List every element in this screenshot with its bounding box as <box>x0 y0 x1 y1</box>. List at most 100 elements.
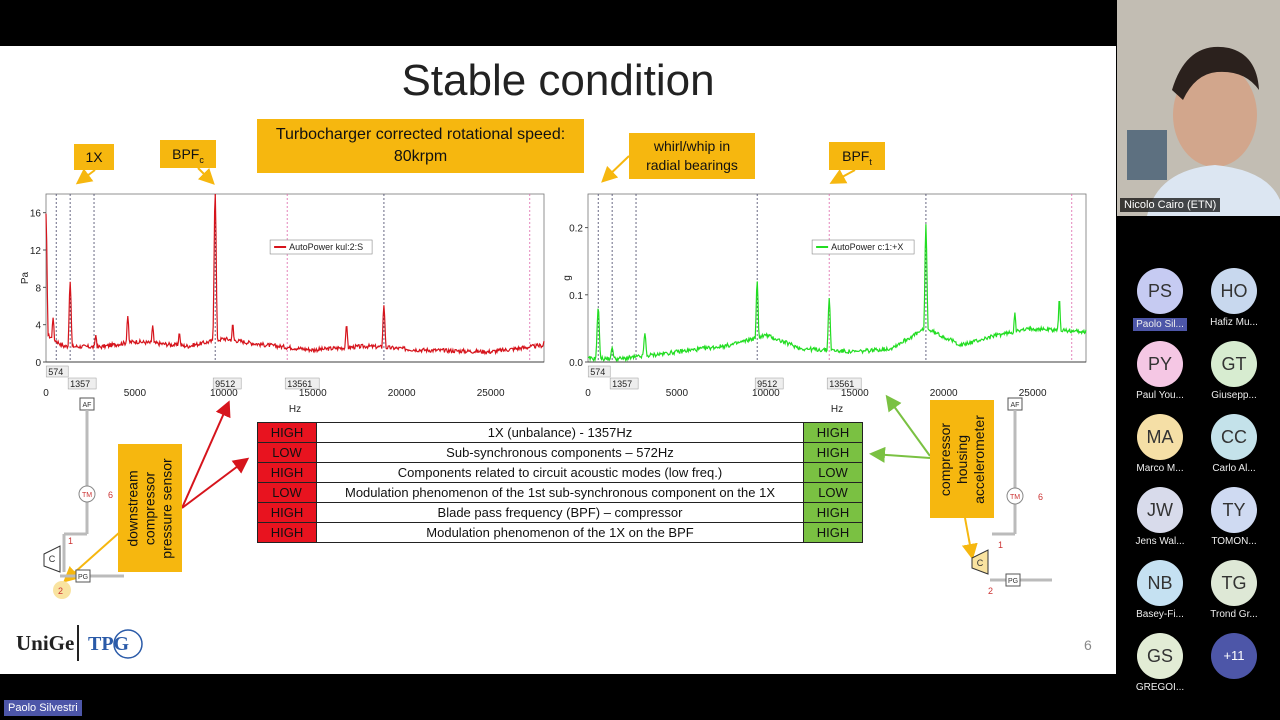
x-tick-label: 10000 <box>752 388 780 399</box>
right-level: HIGH <box>803 522 863 543</box>
x-tick-label: 20000 <box>930 388 958 399</box>
node-2: 2 <box>58 586 63 596</box>
participant-tile[interactable]: TG Trond Gr... <box>1197 560 1271 620</box>
pg-label: PG <box>78 574 88 581</box>
marker-label: 9512 <box>215 379 235 389</box>
marker-label-box <box>609 377 639 390</box>
left-level: LOW <box>257 482 317 503</box>
marker-label: 574 <box>590 367 605 377</box>
marker-label-box <box>587 365 611 378</box>
tpg-logo-ring <box>113 629 143 659</box>
marker-label: 1357 <box>612 379 632 389</box>
ds-line-3: pressure sensor <box>158 457 175 559</box>
pg-box <box>75 569 91 583</box>
pg-box-right <box>1005 573 1021 587</box>
x-tick-label: 10000 <box>210 388 238 399</box>
callout-bpf-turbine: BPFt <box>829 142 885 170</box>
whirl-line-1: whirl/whip in <box>653 138 731 154</box>
marker-label-box <box>212 377 242 390</box>
arrow-acc-table <box>869 446 931 463</box>
avatar: PS <box>1137 268 1183 314</box>
table-row: LOW Sub-synchronous components – 572Hz HIG… <box>257 442 863 463</box>
legend-box <box>269 239 373 255</box>
callout-downstream-sensor: downstream compressor pressure sensor <box>118 444 182 572</box>
marker-label: 9512 <box>757 379 777 389</box>
circuit-diagram-right: AF TM 6 C 1 2 PG <box>971 397 1052 596</box>
callout-1x: 1X <box>74 144 114 170</box>
compressor-label-right: C <box>977 558 984 568</box>
left-level: HIGH <box>257 422 317 443</box>
participant-tile[interactable]: TY TOMON... <box>1197 487 1271 547</box>
participant-tile[interactable]: CC Carlo Al... <box>1197 414 1271 474</box>
presentation-slide: Stable condition Turbocharger corrected … <box>0 46 1116 674</box>
legend-label: AutoPower kul:2:S <box>289 242 363 252</box>
y-axis-label: g <box>562 275 573 281</box>
x-tick-label: 15000 <box>841 388 869 399</box>
right-level: LOW <box>803 482 863 503</box>
arrow-sensor-table <box>181 457 250 509</box>
node-1-right: 1 <box>998 540 1003 550</box>
x-tick-label: 20000 <box>388 388 416 399</box>
speed-callout: Turbocharger corrected rotational speed:… <box>257 119 584 173</box>
participant-name: Paul You... <box>1136 390 1184 401</box>
speed-line-2: 80krpm <box>393 148 448 165</box>
x-axis-label: Hz <box>831 404 843 414</box>
unige-logo: UniGe <box>16 631 75 655</box>
participant-tile[interactable]: JW Jens Wal... <box>1123 487 1197 547</box>
participant-tile[interactable]: PY Paul You... <box>1123 341 1197 401</box>
annotation-arrows <box>63 155 978 583</box>
right-level: HIGH <box>803 422 863 443</box>
participant-tile[interactable]: PS Paolo Sil... <box>1123 268 1197 332</box>
participant-tile[interactable]: MA Marco M... <box>1123 414 1197 474</box>
series-line <box>45 193 545 356</box>
avatar: MA <box>1137 414 1183 460</box>
hs-line-2: housing <box>953 434 970 484</box>
right-level: HIGH <box>803 442 863 463</box>
compressor-symbol-right <box>971 549 989 575</box>
marker-label-box <box>45 365 69 378</box>
bpft-main: BPF <box>842 148 870 164</box>
participant-tile[interactable]: GT Giusepp... <box>1197 341 1271 401</box>
whirl-line-2: radial bearings <box>646 157 738 173</box>
marker-label-box <box>67 377 97 390</box>
x-tick-label: 15000 <box>299 388 327 399</box>
hs-line-1: compressor <box>936 422 953 496</box>
component-description: Sub-synchronous components – 572Hz <box>316 442 804 463</box>
x-tick-label: 5000 <box>666 388 689 399</box>
node-6: 6 <box>108 490 113 500</box>
marker-label-box <box>826 377 862 390</box>
tm-label-right: TM <box>1010 494 1020 501</box>
y-tick-label: 8 <box>35 283 41 294</box>
af-label-right: AF <box>1011 402 1020 409</box>
participant-name: Jens Wal... <box>1135 536 1185 547</box>
speed-line-1: Turbocharger corrected rotational speed: <box>275 126 566 143</box>
participant-tile[interactable]: NB Basey-Fi... <box>1123 560 1197 620</box>
y-tick-label: 0.1 <box>569 291 583 302</box>
af-label: AF <box>83 402 92 409</box>
node-6-right: 6 <box>1038 492 1043 502</box>
x-axis-label: Hz <box>289 404 301 414</box>
x-tick-label: 25000 <box>477 388 505 399</box>
bpft-sub: t <box>869 156 872 167</box>
participant-tile[interactable]: HO Hafiz Mu... <box>1197 268 1271 328</box>
avatar: HO <box>1211 268 1257 314</box>
ds-line-1: downstream <box>124 469 141 547</box>
participant-tile[interactable]: GS GREGOI... <box>1123 633 1197 693</box>
node-2-right: 2 <box>988 586 993 596</box>
right-level: HIGH <box>803 502 863 523</box>
component-description: 1X (unbalance) - 1357Hz <box>316 422 804 443</box>
table-row: HIGH 1X (unbalance) - 1357Hz HIGH <box>257 422 863 443</box>
series-line <box>587 224 1087 363</box>
more-participants-button[interactable]: +11 <box>1197 633 1271 679</box>
left-level: LOW <box>257 442 317 463</box>
camera-video-tile[interactable] <box>1117 0 1280 216</box>
participant-name: Hafiz Mu... <box>1210 317 1258 328</box>
avatar: TG <box>1211 560 1257 606</box>
highlight-node-2 <box>53 581 71 599</box>
table-row: LOW Modulation phenomenon of the 1st sub-… <box>257 482 863 503</box>
arrow-sensor-plot <box>181 400 231 509</box>
person-silhouette <box>1117 0 1280 216</box>
x-tick-label: 0 <box>43 388 49 399</box>
pressure-spectrum-chart: 0 4 8 12 16 Pa 0 5000 10000 15000 20000 25000 Hz 574 1… <box>20 193 545 414</box>
bpfc-main: BPF <box>172 146 200 162</box>
